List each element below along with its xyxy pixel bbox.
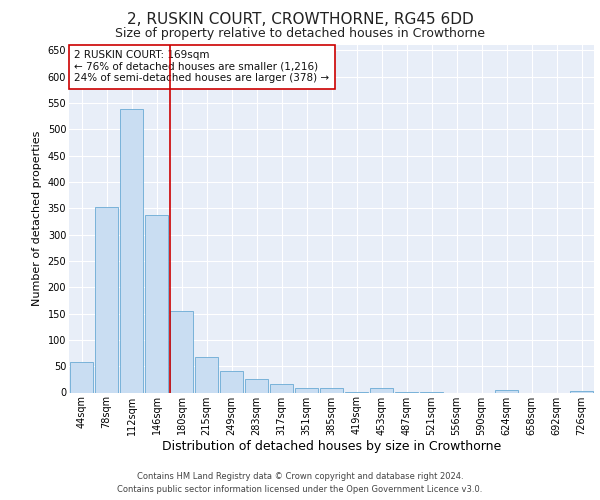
Bar [95, 206, 118, 392]
Text: Contains HM Land Registry data © Crown copyright and database right 2024.: Contains HM Land Registry data © Crown c… [137, 472, 463, 481]
Bar [145, 214, 169, 392]
Text: Contains public sector information licensed under the Open Government Licence v3: Contains public sector information licen… [118, 485, 482, 494]
Bar [320, 388, 343, 392]
Bar [569, 391, 593, 392]
Bar [370, 388, 394, 392]
Bar [194, 356, 218, 392]
X-axis label: Distribution of detached houses by size in Crowthorne: Distribution of detached houses by size … [162, 440, 501, 453]
Bar [119, 109, 143, 393]
Bar [220, 372, 244, 392]
Bar [295, 388, 319, 392]
Bar [170, 311, 193, 392]
Y-axis label: Number of detached properties: Number of detached properties [32, 131, 42, 306]
Bar [70, 362, 94, 392]
Bar [269, 384, 293, 392]
Bar [245, 380, 268, 392]
Bar [494, 390, 518, 392]
Text: 2 RUSKIN COURT: 169sqm
← 76% of detached houses are smaller (1,216)
24% of semi-: 2 RUSKIN COURT: 169sqm ← 76% of detached… [74, 50, 329, 84]
Text: Size of property relative to detached houses in Crowthorne: Size of property relative to detached ho… [115, 28, 485, 40]
Text: 2, RUSKIN COURT, CROWTHORNE, RG45 6DD: 2, RUSKIN COURT, CROWTHORNE, RG45 6DD [127, 12, 473, 28]
